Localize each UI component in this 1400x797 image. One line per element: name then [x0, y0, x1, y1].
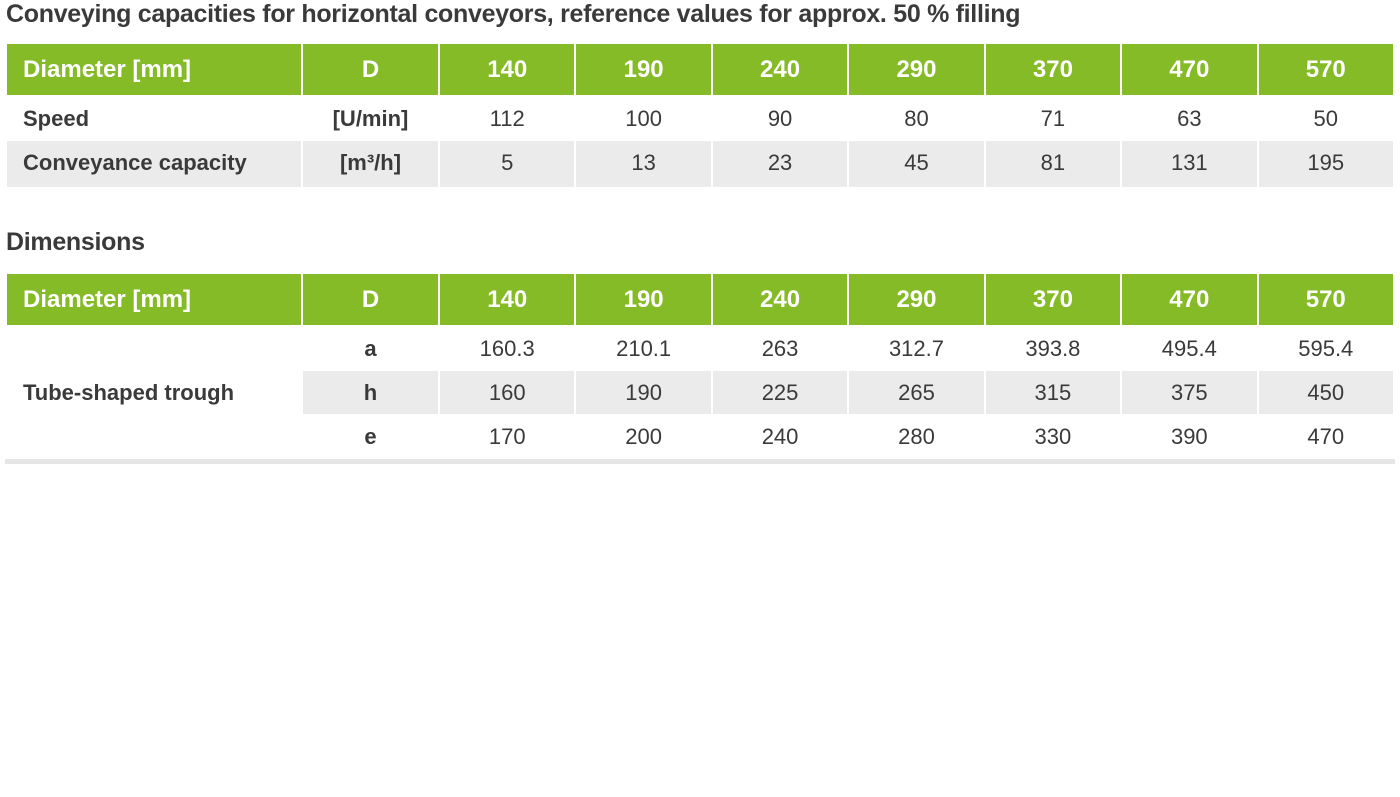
row-group-label: Tube-shaped trough	[7, 327, 301, 459]
header-diameter-value: 140	[440, 44, 575, 97]
table-cell: 265	[849, 371, 984, 415]
header-diameter-value: 140	[440, 274, 575, 327]
table-cell: 210.1	[576, 327, 711, 371]
table-cell: 375	[1122, 371, 1257, 415]
table-cell: 195	[1258, 141, 1393, 187]
row-unit: [m³/h]	[303, 141, 438, 187]
dimensions-title: Dimensions	[6, 228, 145, 256]
table-cell: 100	[576, 97, 711, 141]
header-diameter-value: 470	[1122, 44, 1257, 97]
table-cell: 112	[440, 97, 575, 141]
capacities-table: Diameter [mm] D 140 190 240 290 370 470 …	[5, 44, 1395, 187]
header-diameter-label: Diameter [mm]	[7, 274, 301, 327]
table-cell: 312.7	[849, 327, 984, 371]
table-cell: 263	[712, 327, 848, 371]
table-cell: 390	[1122, 415, 1257, 459]
table-cell: 23	[712, 141, 848, 187]
table-row-h: h 160 190 225 265 315 375 450	[7, 371, 1393, 415]
table-cell: 160	[440, 371, 575, 415]
header-diameter-value: 370	[985, 44, 1121, 97]
table-cell: 160.3	[440, 327, 575, 371]
table-row-conveyance-capacity: Conveyance capacity [m³/h] 5 13 23 45 81…	[7, 141, 1393, 187]
header-diameter-value: 570	[1258, 274, 1393, 327]
table-cell: 595.4	[1258, 327, 1393, 371]
header-unit: D	[303, 274, 438, 327]
header-diameter-value: 240	[712, 274, 848, 327]
header-diameter-value: 470	[1122, 274, 1257, 327]
table-cell: 81	[985, 141, 1121, 187]
table-cell: 90	[712, 97, 848, 141]
table-cell: 63	[1122, 97, 1257, 141]
table-cell: 131	[1122, 141, 1257, 187]
table-cell: 315	[985, 371, 1121, 415]
row-unit: a	[303, 327, 438, 371]
table-cell: 13	[576, 141, 711, 187]
table-cell: 45	[849, 141, 984, 187]
table-cell: 200	[576, 415, 711, 459]
header-diameter-value: 240	[712, 44, 848, 97]
capacities-title: Conveying capacities for horizontal conv…	[6, 0, 1021, 28]
row-unit: h	[303, 371, 438, 415]
header-diameter-value: 190	[576, 44, 711, 97]
table-header-row: Diameter [mm] D 140 190 240 290 370 470 …	[7, 274, 1393, 327]
table-cell: 393.8	[985, 327, 1121, 371]
header-diameter-label: Diameter [mm]	[7, 44, 301, 97]
row-label: Conveyance capacity	[7, 141, 301, 187]
header-unit: D	[303, 44, 438, 97]
table-header-row: Diameter [mm] D 140 190 240 290 370 470 …	[7, 44, 1393, 97]
table-row-a: Tube-shaped trough a 160.3 210.1 263 312…	[7, 327, 1393, 459]
row-unit: [U/min]	[303, 97, 438, 141]
table-bottom-divider	[5, 459, 1395, 464]
header-diameter-value: 190	[576, 274, 711, 327]
table-row-e: e 170 200 240 280 330 390 470	[7, 415, 1393, 459]
table-cell: 80	[849, 97, 984, 141]
table-cell: 190	[576, 371, 711, 415]
table-cell: 225	[712, 371, 848, 415]
table-cell: 71	[985, 97, 1121, 141]
header-diameter-value: 570	[1258, 44, 1393, 97]
table-cell: 330	[985, 415, 1121, 459]
header-diameter-value: 290	[849, 274, 984, 327]
header-diameter-value: 370	[985, 274, 1121, 327]
table-cell: 240	[712, 415, 848, 459]
table-row-speed: Speed [U/min] 112 100 90 80 71 63 50	[7, 97, 1393, 141]
table-cell: 495.4	[1122, 327, 1257, 371]
header-diameter-value: 290	[849, 44, 984, 97]
dimensions-table: Diameter [mm] D 140 190 240 290 370 470 …	[5, 274, 1395, 459]
table-cell: 5	[440, 141, 575, 187]
row-label: Speed	[7, 97, 301, 141]
table-cell: 470	[1258, 415, 1393, 459]
row-unit: e	[303, 415, 438, 459]
table-cell: 50	[1258, 97, 1393, 141]
table-cell: 170	[440, 415, 575, 459]
table-cell: 450	[1258, 371, 1393, 415]
table-cell: 280	[849, 415, 984, 459]
